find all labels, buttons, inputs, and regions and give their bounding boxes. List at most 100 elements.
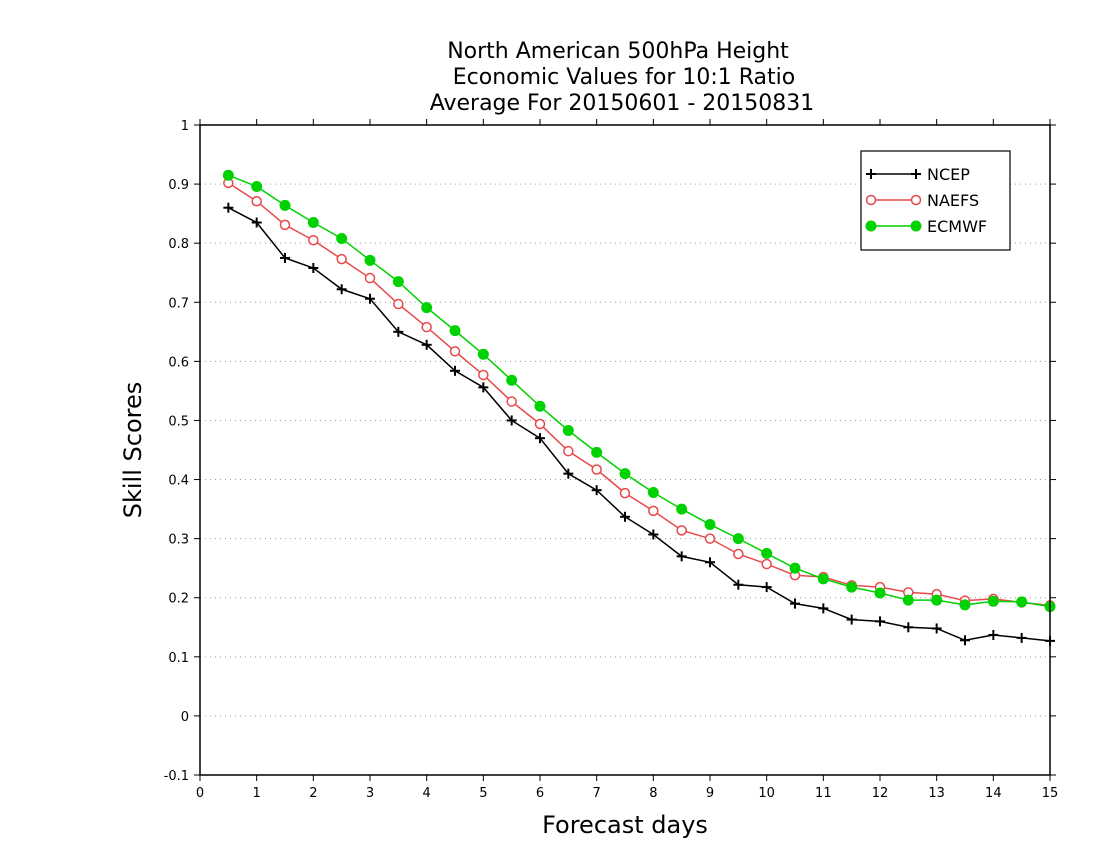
data-point-naefs bbox=[478, 369, 489, 381]
data-point-naefs bbox=[364, 272, 376, 284]
data-point-ecmwf bbox=[477, 348, 489, 360]
chart-title: North American 500hPa Height Economic Va… bbox=[430, 39, 815, 116]
x-tick-label: 15 bbox=[1042, 786, 1059, 801]
x-tick-label: 8 bbox=[649, 786, 657, 801]
y-tick-label: 0.2 bbox=[168, 592, 189, 607]
y-tick-label: 0.8 bbox=[168, 237, 189, 252]
data-point-naefs bbox=[336, 253, 347, 265]
gridlines bbox=[200, 183, 1050, 717]
y-tick-label: 0.9 bbox=[168, 178, 189, 193]
data-point-ncep bbox=[903, 622, 914, 633]
y-tick-label: 0.7 bbox=[168, 296, 189, 311]
data-point-ncep bbox=[450, 365, 460, 376]
data-point-naefs bbox=[534, 418, 546, 430]
y-tick-label: 0.5 bbox=[168, 414, 189, 429]
data-point-ecmwf bbox=[279, 199, 291, 211]
data-point-ncep bbox=[591, 485, 602, 496]
x-tick-label: 1 bbox=[253, 786, 261, 801]
data-point-naefs bbox=[676, 525, 687, 536]
data-point-ecmwf bbox=[902, 594, 914, 606]
y-tick-label: -0.1 bbox=[164, 769, 189, 784]
legend-marker-ecmwf bbox=[865, 220, 877, 232]
legend-label-ncep: NCEP bbox=[927, 165, 970, 184]
y-tick-label: 0.4 bbox=[168, 474, 189, 489]
x-tick-label: 2 bbox=[309, 786, 317, 801]
legend-marker-naefs bbox=[910, 194, 922, 206]
legend-entry-ncep: NCEP bbox=[866, 165, 970, 184]
data-point-ecmwf bbox=[619, 468, 631, 480]
data-point-ncep bbox=[733, 579, 744, 590]
data-point-ncep bbox=[280, 252, 290, 263]
data-point-ecmwf bbox=[704, 518, 716, 530]
x-tick-label: 10 bbox=[758, 786, 775, 801]
data-point-ecmwf bbox=[931, 594, 943, 606]
data-point-naefs bbox=[279, 219, 291, 231]
x-tick-label: 11 bbox=[815, 786, 832, 801]
y-tick-label: 0 bbox=[181, 710, 189, 725]
data-point-ncep bbox=[648, 529, 659, 540]
y-tick-label: 0.6 bbox=[168, 355, 189, 370]
chart-title-line-2: Economic Values for 10:1 Ratio bbox=[453, 65, 795, 90]
data-point-ecmwf bbox=[817, 573, 829, 585]
legend-marker-ncep bbox=[866, 169, 876, 179]
x-tick-label: 13 bbox=[928, 786, 945, 801]
data-point-ecmwf bbox=[562, 425, 574, 436]
data-point-naefs bbox=[251, 195, 262, 207]
data-point-ncep bbox=[960, 635, 970, 646]
data-point-naefs bbox=[506, 396, 517, 407]
x-tick-label: 12 bbox=[872, 786, 889, 801]
data-point-ecmwf bbox=[676, 503, 688, 515]
data-point-ecmwf bbox=[789, 562, 801, 574]
series-line-ncep bbox=[227, 207, 1051, 642]
legend-marker-naefs bbox=[865, 194, 877, 206]
data-point-ecmwf bbox=[761, 547, 773, 559]
y-axis-title: Skill Scores bbox=[119, 382, 147, 519]
data-point-ncep bbox=[676, 551, 687, 562]
data-point-ecmwf bbox=[421, 302, 433, 314]
data-point-ncep bbox=[336, 284, 347, 295]
chart-title-line-1: North American 500hPa Height bbox=[447, 39, 789, 64]
plot-area-frame bbox=[199, 124, 1051, 776]
data-point-ecmwf bbox=[251, 180, 263, 192]
data-point-ncep bbox=[988, 629, 999, 640]
data-point-ncep bbox=[365, 293, 375, 304]
data-point-ncep bbox=[563, 468, 574, 479]
data-point-ncep bbox=[761, 582, 772, 593]
data-point-ecmwf bbox=[874, 587, 886, 599]
data-point-ncep bbox=[478, 382, 489, 393]
data-point-ecmwf bbox=[336, 232, 348, 244]
series-naefs bbox=[223, 177, 1056, 611]
data-point-naefs bbox=[761, 558, 772, 570]
x-tick-label: 14 bbox=[985, 786, 1002, 801]
data-point-ecmwf bbox=[222, 169, 234, 181]
data-point-ecmwf bbox=[959, 599, 971, 611]
series-ncep bbox=[223, 202, 1055, 646]
data-point-ecmwf bbox=[506, 374, 518, 386]
chart-title-line-3: Average For 20150601 - 20150831 bbox=[430, 91, 815, 116]
data-point-ecmwf bbox=[1016, 596, 1028, 608]
x-tick-label: 3 bbox=[366, 786, 374, 801]
x-tick-label: 9 bbox=[706, 786, 714, 801]
x-tick-label: 0 bbox=[196, 786, 204, 801]
y-tick-label: 1 bbox=[181, 119, 189, 134]
x-tick-label: 6 bbox=[536, 786, 544, 801]
legend-box bbox=[860, 150, 1011, 251]
data-point-ncep bbox=[875, 616, 885, 627]
data-point-ncep bbox=[506, 415, 517, 426]
data-point-ecmwf bbox=[307, 217, 319, 228]
data-point-ncep bbox=[705, 557, 715, 568]
data-point-ncep bbox=[818, 603, 829, 614]
data-point-naefs bbox=[563, 445, 574, 457]
legend-entry-ecmwf: ECMWF bbox=[865, 217, 987, 236]
data-point-naefs bbox=[449, 346, 461, 357]
x-tick-label: 5 bbox=[479, 786, 487, 801]
x-tick-label: 4 bbox=[423, 786, 431, 801]
data-point-ecmwf bbox=[987, 595, 999, 607]
data-point-ecmwf bbox=[732, 533, 744, 545]
data-point-naefs bbox=[591, 464, 602, 475]
data-point-ecmwf bbox=[846, 581, 858, 593]
data-point-naefs bbox=[733, 548, 744, 560]
data-point-naefs bbox=[421, 321, 432, 333]
data-point-naefs bbox=[308, 234, 319, 246]
